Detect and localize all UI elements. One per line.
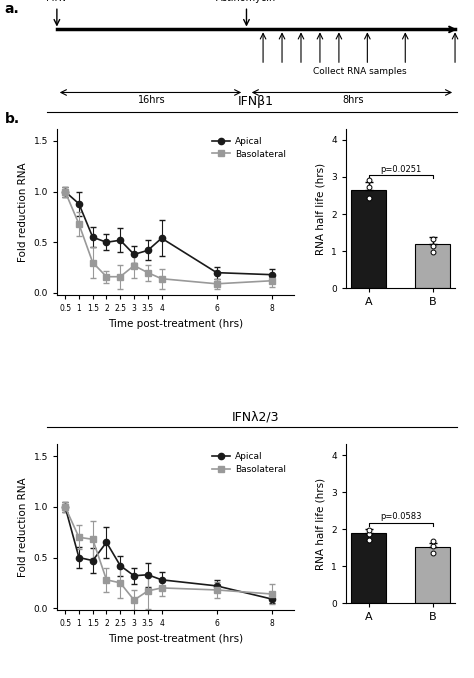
Text: Add
MRV: Add MRV (46, 0, 68, 3)
X-axis label: Time post-treatment (hrs): Time post-treatment (hrs) (108, 634, 243, 644)
Text: Add
Actinomycin: Add Actinomycin (216, 0, 277, 3)
Bar (351, 190, 386, 288)
Text: p=0.0583: p=0.0583 (380, 512, 421, 521)
Legend: Apical, Basolateral: Apical, Basolateral (209, 134, 289, 162)
Text: IFNλ2/3: IFNλ2/3 (232, 411, 280, 424)
Bar (415, 243, 450, 288)
Text: a.: a. (5, 2, 19, 16)
Bar (415, 547, 450, 603)
Text: 8hrs: 8hrs (342, 95, 364, 104)
Y-axis label: RNA half life (hrs): RNA half life (hrs) (316, 478, 326, 570)
Text: p=0.0251: p=0.0251 (380, 165, 421, 174)
Y-axis label: RNA half life (hrs): RNA half life (hrs) (316, 163, 326, 254)
X-axis label: Time post-treatment (hrs): Time post-treatment (hrs) (108, 319, 243, 329)
Y-axis label: Fold reduction RNA: Fold reduction RNA (18, 477, 28, 577)
Text: IFNβ1: IFNβ1 (238, 96, 274, 108)
Text: 16hrs: 16hrs (138, 95, 165, 104)
Text: b.: b. (5, 112, 20, 126)
Y-axis label: Fold reduction RNA: Fold reduction RNA (18, 162, 28, 262)
Bar (351, 533, 386, 603)
Legend: Apical, Basolateral: Apical, Basolateral (209, 449, 289, 477)
Text: Collect RNA samples: Collect RNA samples (313, 67, 407, 76)
